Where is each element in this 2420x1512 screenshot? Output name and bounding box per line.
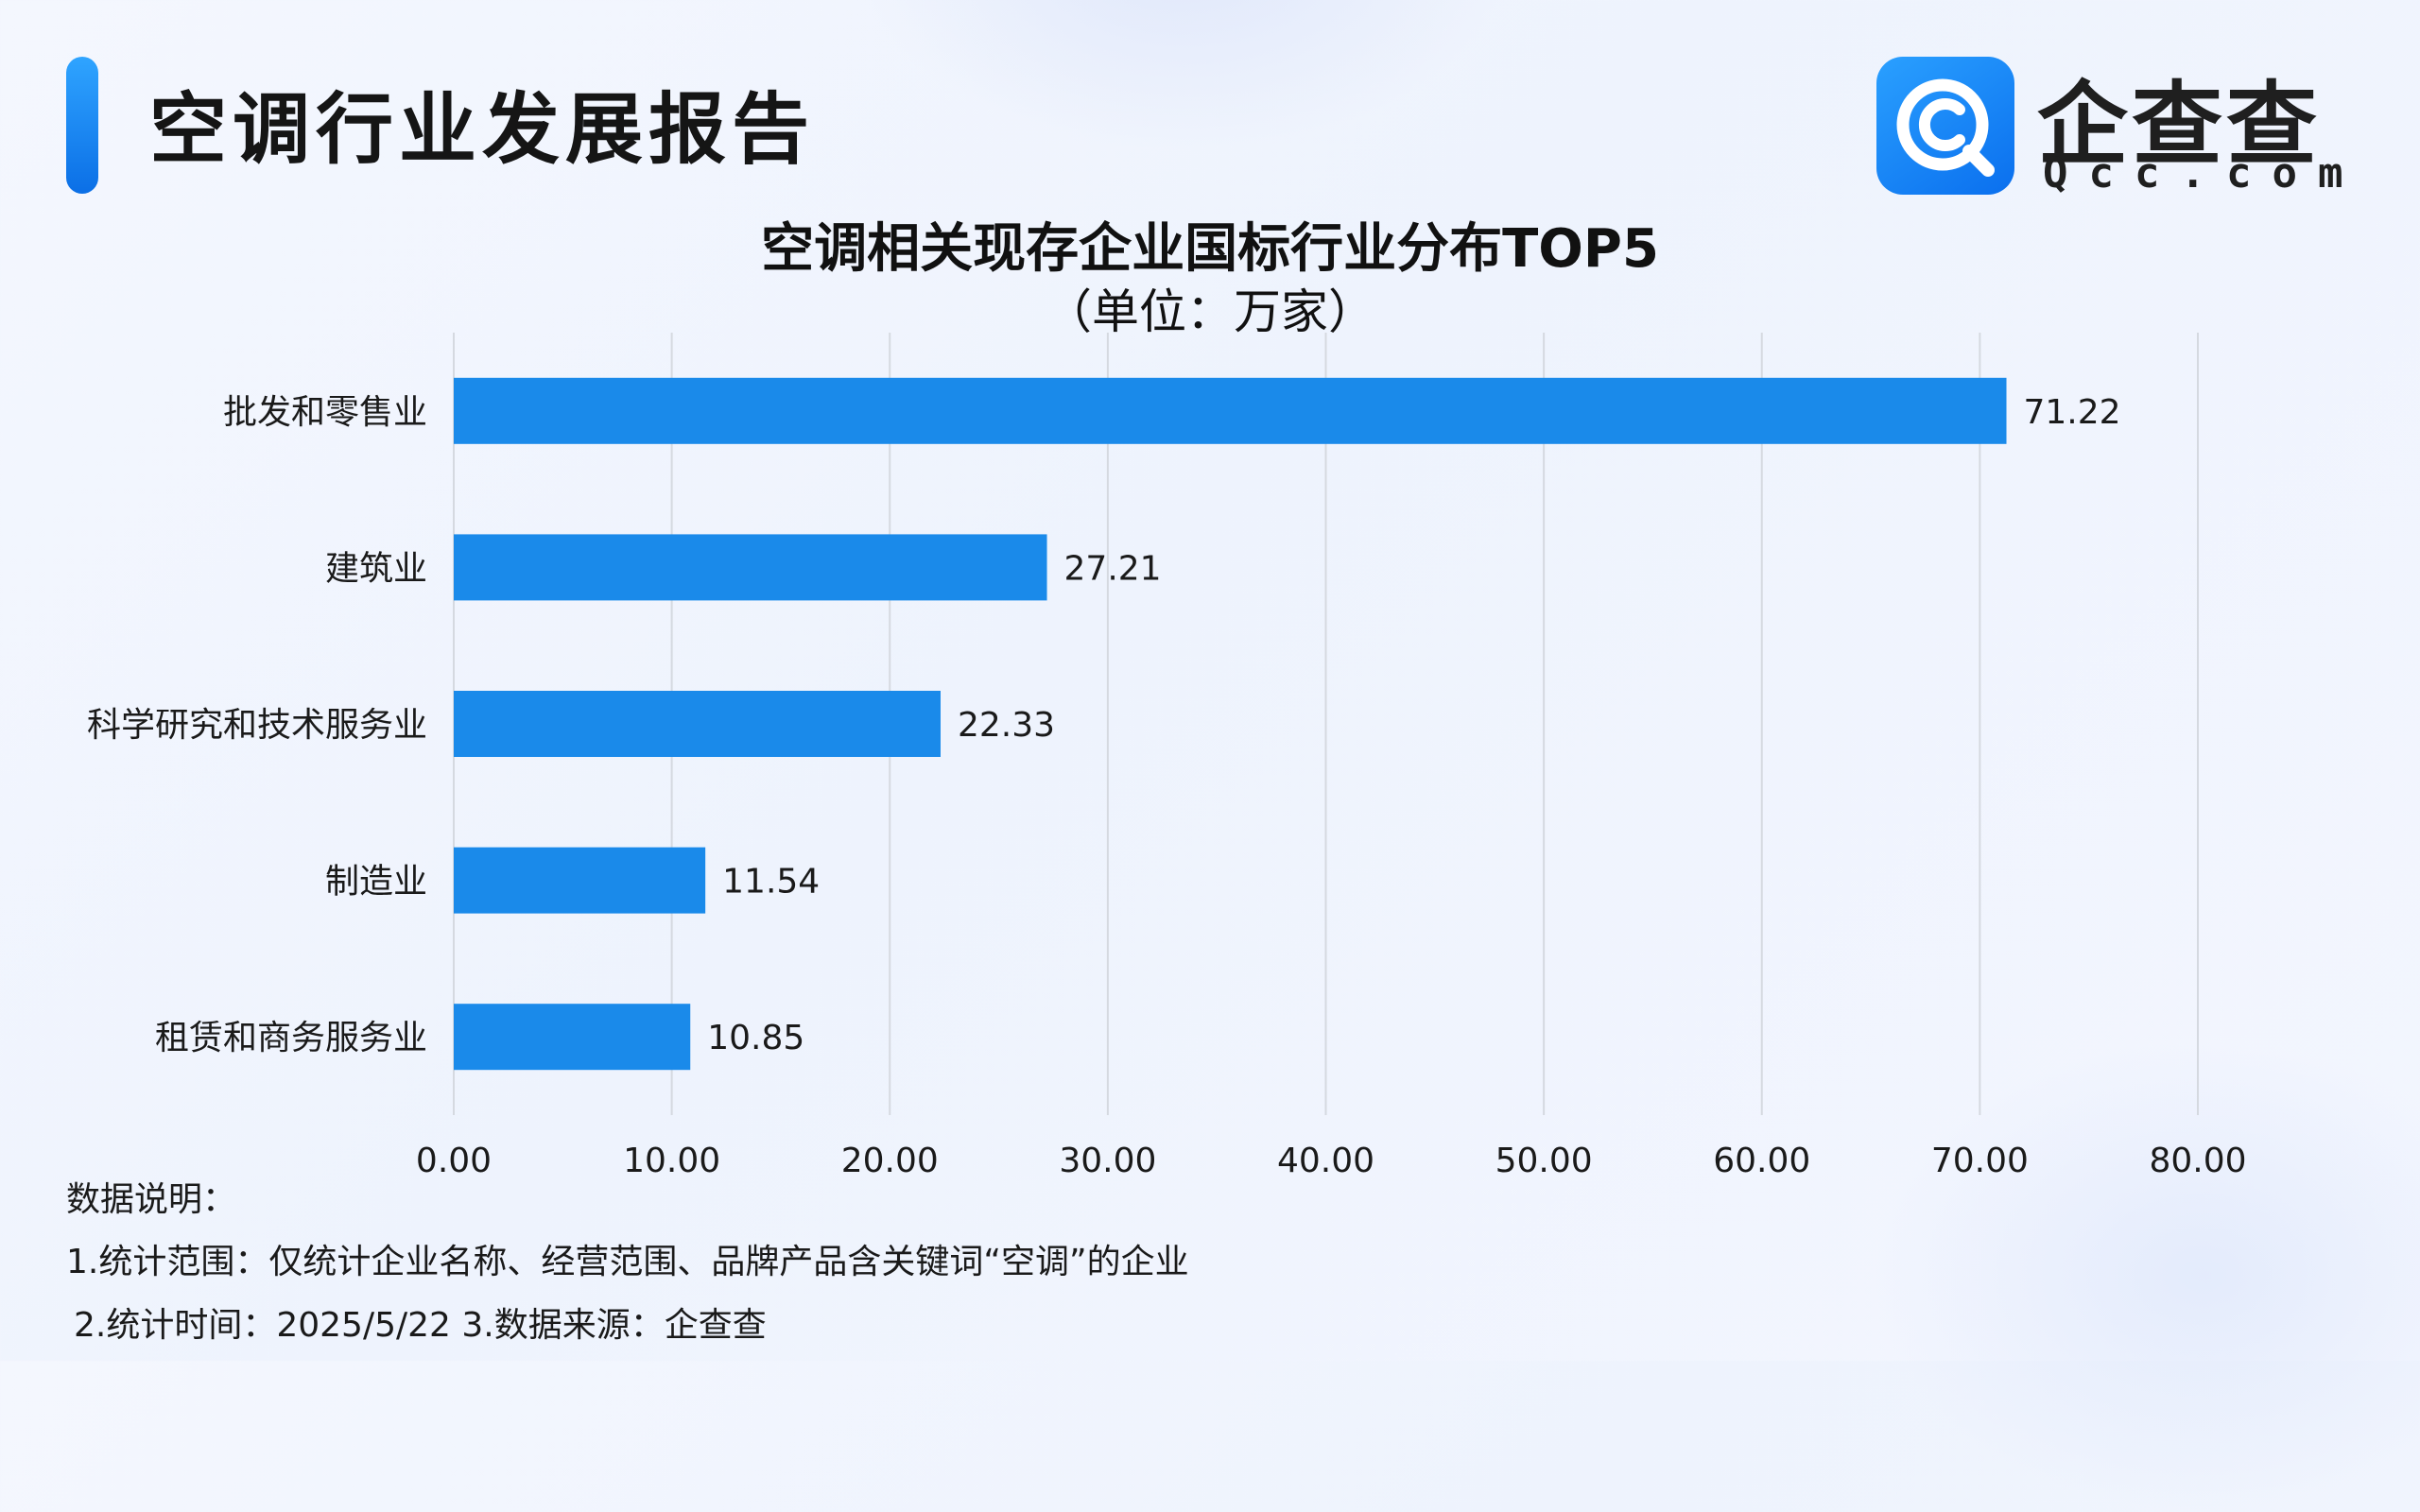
data-label: 11.54	[722, 863, 820, 902]
category-label: 建筑业	[325, 549, 427, 588]
data-label: 27.21	[1064, 549, 1162, 588]
chart-title: 空调相关现存企业国标行业分布TOP5	[761, 218, 1659, 280]
x-tick-label: 40.00	[1277, 1142, 1374, 1180]
x-tick-label: 10.00	[623, 1142, 720, 1180]
chart-subtitle: （单位：万家）	[1045, 284, 1375, 339]
logo-name: 企查查	[2037, 72, 2321, 178]
category-label: 租赁和商务服务业	[155, 1019, 427, 1057]
category-label: 制造业	[325, 863, 427, 902]
bar	[454, 1004, 691, 1071]
bar	[454, 534, 1047, 601]
bar	[454, 847, 706, 914]
notes-line-1: 1.统计范围：仅统计企业名称、经营范围、品牌产品含关键词“空调”的企业	[66, 1243, 1189, 1281]
x-tick-label: 0.00	[416, 1142, 492, 1180]
x-tick-label: 80.00	[2149, 1142, 2246, 1180]
x-tick-label: 50.00	[1495, 1142, 1593, 1180]
data-label: 71.22	[2024, 393, 2121, 432]
x-tick-label: 60.00	[1713, 1142, 1810, 1180]
notes-heading: 数据说明：	[66, 1180, 237, 1219]
bar	[454, 377, 2007, 444]
bar	[454, 691, 941, 757]
category-label: 批发和零售业	[223, 393, 427, 432]
x-tick-label: 70.00	[1931, 1142, 2029, 1180]
data-label: 10.85	[707, 1019, 804, 1057]
title-accent-bar	[66, 57, 98, 194]
qcc-logo-icon	[1876, 57, 2014, 195]
brand-logo: 企查查 Qcc.com	[1876, 57, 2342, 198]
x-tick-label: 30.00	[1059, 1142, 1156, 1180]
category-label: 科学研究和技术服务业	[87, 706, 427, 745]
bar-chart: 0.00 10.00 20.00 30.00 40.00 50.00 60.00 70.00 8…	[87, 333, 2247, 1180]
report-title: 空调行业发展报告	[149, 85, 816, 175]
logo-domain: Qcc.com	[2043, 149, 2364, 198]
notes-line-2: 2.统计时间：2025/5/22 3.数据来源：企查查	[74, 1306, 767, 1345]
x-tick-label: 20.00	[841, 1142, 939, 1180]
data-label: 22.33	[958, 706, 1055, 745]
